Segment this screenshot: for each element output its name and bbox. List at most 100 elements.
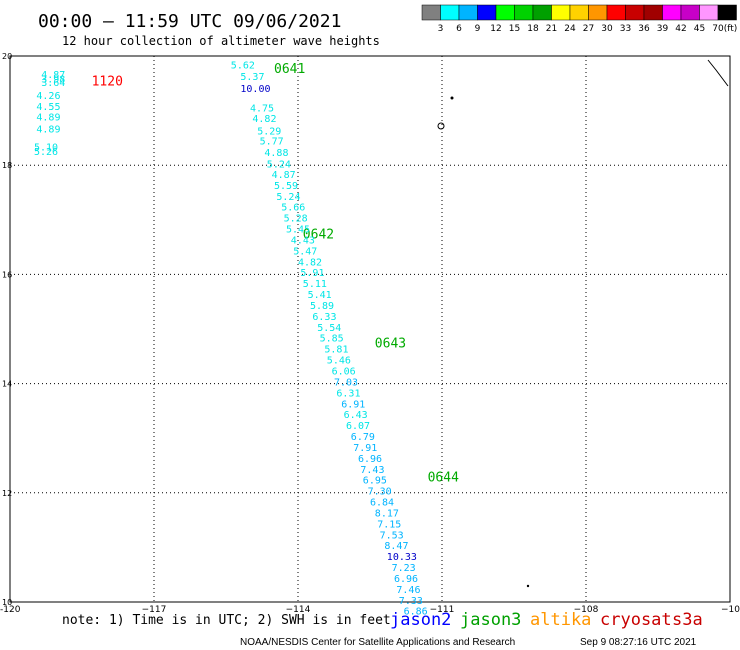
- colorbar-label: 6: [456, 24, 462, 34]
- colorbar-swatch: [569, 4, 589, 21]
- colorbar-swatch: [643, 4, 663, 21]
- pass-labels: 1120 0641 0642 0643 0644: [92, 62, 459, 485]
- satellite-name: jason2: [390, 610, 451, 630]
- wave-height-point: 4.89: [36, 113, 60, 124]
- wave-height-point: 4.55: [36, 102, 60, 113]
- footer-timestamp: Sep 9 08:27:16 UTC 2021: [580, 637, 697, 648]
- plot-frame: [9, 55, 731, 603]
- colorbar: [421, 4, 737, 21]
- wave-height-point: 5.77: [260, 137, 284, 148]
- island-marker: [450, 96, 454, 100]
- y-tick-label: 18: [2, 161, 12, 170]
- wave-height-point: 6.95: [363, 476, 387, 487]
- pass-time-label: 0641: [274, 62, 305, 77]
- island-marker: [437, 122, 445, 130]
- colorbar-swatch: [551, 4, 571, 21]
- wave-height-point: 6.79: [351, 432, 375, 443]
- y-tick-label: 14: [2, 380, 12, 389]
- colorbar-label: 70: [712, 24, 724, 34]
- wave-height-point: 5.62: [231, 61, 255, 72]
- wave-height-point: 5.91: [300, 268, 324, 279]
- satellite-name: s3a: [672, 610, 703, 630]
- grid: [10, 56, 730, 602]
- wave-height-point: 5.11: [303, 279, 327, 290]
- wave-height-point: 6.86: [404, 607, 428, 618]
- x-tick-label: −10: [721, 605, 740, 615]
- pass-time-label: 0644: [428, 470, 459, 485]
- wave-height-point: 7.15: [377, 519, 401, 530]
- colorbar-label: 12: [490, 24, 501, 34]
- colorbar-unit: (ft): [724, 24, 738, 34]
- wave-height-point: 6.31: [336, 388, 360, 399]
- wave-height-point: 4.75: [250, 103, 274, 114]
- island-marker: [526, 584, 530, 588]
- colorbar-swatch: [532, 4, 552, 21]
- colorbar-swatch: [477, 4, 497, 21]
- pass-time-label: 1120: [92, 75, 123, 90]
- wave-height-point: 5.66: [281, 203, 305, 214]
- colorbar-swatch: [495, 4, 515, 21]
- wave-height-point: 4.43: [291, 235, 315, 246]
- wave-height-point: 6.96: [358, 454, 382, 465]
- colorbar-label: 36: [638, 24, 650, 34]
- chart-title: 00:00 – 11:59 UTC 09/06/2021: [38, 11, 341, 32]
- colorbar-label: 18: [527, 24, 539, 34]
- wave-height-point: 8.17: [375, 508, 399, 519]
- data-points: 4.873.983.644.264.554.894.895.105.265.62…: [34, 61, 428, 618]
- wave-height-point: 6.33: [312, 312, 336, 323]
- colorbar-label: 21: [546, 24, 557, 34]
- colorbar-label: 9: [475, 24, 481, 34]
- colorbar-swatch: [606, 4, 626, 21]
- wave-height-point: 5.85: [320, 334, 344, 345]
- wave-height-point: 8.47: [384, 541, 408, 552]
- wave-height-point: 3.98: [41, 74, 65, 85]
- footer-note: note: 1) Time is in UTC; 2) SWH is in fe…: [62, 613, 391, 628]
- wave-height-point: 5.37: [240, 72, 264, 83]
- y-tick-labels: 20 18 16 14 12 10: [2, 52, 12, 607]
- wave-height-point: 5.10: [34, 143, 58, 154]
- y-tick-label: 10: [2, 598, 12, 607]
- wave-height-point: 4.87: [41, 70, 65, 81]
- wave-height-point: 7.23: [392, 563, 416, 574]
- wave-height-point: 6.84: [370, 498, 394, 509]
- wave-height-point: 4.82: [252, 114, 276, 125]
- wave-height-point: 5.26: [34, 147, 58, 158]
- wave-height-point: 5.45: [286, 225, 310, 236]
- colorbar-label: 3: [438, 24, 444, 34]
- wave-height-point: 10.33: [387, 552, 417, 563]
- y-tick-label: 16: [2, 270, 12, 279]
- coast-segment: [707, 59, 729, 87]
- coastline: [437, 59, 729, 588]
- wave-height-point: 7.53: [380, 530, 404, 541]
- wave-height-point: 5.46: [327, 356, 351, 367]
- wave-height-point: 7.33: [399, 596, 423, 607]
- x-tick-label: -120: [0, 605, 21, 615]
- x-tick-label: −108: [574, 605, 599, 615]
- x-tick-label: −117: [142, 605, 167, 615]
- wave-height-point: 5.89: [310, 301, 334, 312]
- wave-height-point: 7.03: [334, 377, 358, 388]
- wave-height-point: 4.88: [264, 148, 288, 159]
- colorbar-swatch: [588, 4, 608, 21]
- wave-height-point: 6.06: [332, 366, 356, 377]
- wave-height-point: 6.96: [394, 574, 418, 585]
- satellite-name: altika: [530, 610, 591, 630]
- wave-height-point: 4.89: [36, 125, 60, 136]
- wave-height-point: 5.59: [274, 181, 298, 192]
- x-tick-label: −111: [430, 605, 455, 615]
- colorbar-swatch: [440, 4, 460, 21]
- colorbar-label: 24: [564, 24, 576, 34]
- wave-height-point: 4.87: [272, 170, 296, 181]
- wave-height-point: 5.81: [324, 345, 348, 356]
- colorbar-swatch: [625, 4, 645, 21]
- wave-height-point: 3.64: [41, 78, 65, 89]
- wave-height-point: 7.30: [368, 487, 392, 498]
- colorbar-label: 39: [657, 24, 669, 34]
- colorbar-label: 45: [694, 24, 705, 34]
- colorbar-label: 30: [601, 24, 613, 34]
- pass-time-label: 0643: [375, 337, 406, 352]
- colorbar-label: 27: [583, 24, 594, 34]
